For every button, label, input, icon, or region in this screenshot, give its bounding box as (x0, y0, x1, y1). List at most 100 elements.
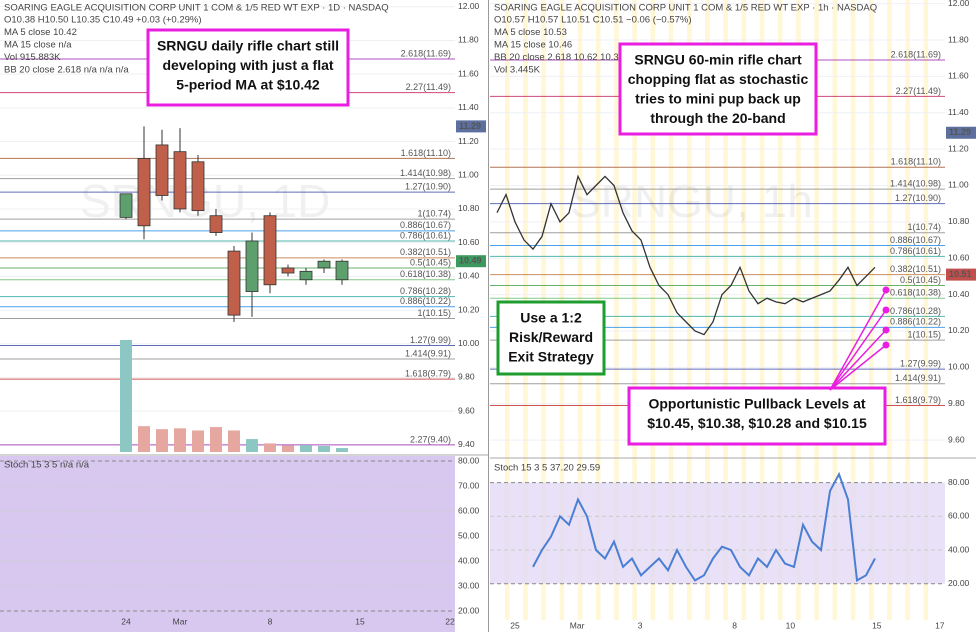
stoch-tick-label: 40.00 (948, 544, 970, 554)
session-shade (687, 0, 692, 620)
x-tick-label: Mar (570, 620, 585, 630)
session-shade (632, 0, 637, 620)
volume-bar (246, 439, 258, 452)
candle-body (209, 215, 223, 233)
fib-label: 1(10.15) (907, 329, 941, 339)
candle-body (173, 151, 187, 210)
legend-line: O10.57 H10.57 L10.51 C10.51 −0.06 (−0.57… (494, 15, 692, 26)
annotation-text: through the 20-band (650, 110, 785, 126)
session-shade (668, 0, 674, 620)
y-tick-label: 9.40 (458, 439, 475, 449)
volume-bar (192, 430, 204, 452)
y-tick-label: 9.60 (458, 405, 475, 415)
stoch-tick-label: 40.00 (458, 555, 480, 565)
fib-label: 0.786(10.61) (400, 230, 451, 240)
stoch-tick-label: 20.00 (948, 578, 970, 588)
fib-label: 0.618(10.38) (400, 269, 451, 279)
price-badge-label: 11.29 (459, 121, 481, 131)
fib-label: 0.886(10.22) (400, 296, 451, 306)
fib-label: 0.5(10.45) (900, 275, 941, 285)
annotation-box (627, 386, 887, 446)
y-tick-label: 12.00 (458, 1, 480, 11)
volume-bar (264, 443, 276, 452)
fib-label: 0.886(10.22) (890, 317, 941, 327)
y-tick-label: 11.20 (948, 143, 969, 153)
session-shade (814, 0, 819, 620)
price-badge (456, 255, 486, 268)
candle-body (191, 161, 205, 212)
fib-label: 1.618(11.10) (401, 148, 451, 158)
y-tick-label: 10.20 (948, 325, 970, 335)
candle-body (335, 260, 349, 281)
candle-body (245, 240, 259, 292)
arrow (829, 344, 887, 391)
fib-label: 0.786(10.28) (890, 306, 941, 316)
fib-label: 2.618(11.69) (401, 48, 451, 58)
fib-label: 1(10.74) (417, 208, 451, 218)
x-tick-label: 8 (268, 616, 273, 626)
fib-label: 1.414(9.91) (405, 348, 451, 358)
price-badge-label: 10.51 (949, 269, 972, 279)
volume-bar (174, 428, 186, 452)
candle-body (263, 215, 277, 286)
session-shade (723, 0, 728, 620)
arrow-head (882, 286, 890, 294)
session-shade (796, 0, 801, 620)
annotation-box (146, 28, 350, 107)
y-tick-label: 11.20 (458, 136, 479, 146)
price-badge (946, 268, 976, 281)
session-shade (614, 0, 619, 620)
chart-title: SOARING EAGLE ACQUISITION CORP UNIT 1 CO… (494, 3, 877, 14)
price-badge-label: 11.29 (949, 127, 971, 137)
fib-label: 0.886(10.67) (890, 235, 941, 245)
stoch-tick-label: 80.00 (948, 477, 970, 487)
fib-label: 1.618(9.79) (405, 369, 451, 379)
legend-line: BB 20 close 2.618 n/a n/a n/a (4, 65, 129, 76)
y-tick-label: 10.60 (948, 252, 970, 262)
fib-label: 1.27(10.90) (405, 181, 451, 191)
fib-label: 0.382(10.51) (890, 264, 941, 274)
fib-label: 2.27(9.40) (410, 434, 451, 444)
legend-line: Vol 3.445K (494, 65, 541, 76)
stoch-tick-label: 30.00 (458, 580, 480, 590)
arrow (829, 289, 887, 391)
fib-label: 1.414(10.98) (890, 179, 941, 189)
fib-label: 1(10.74) (907, 222, 941, 232)
y-tick-label: 11.40 (948, 107, 969, 117)
session-shade (905, 0, 910, 620)
fib-label: 1.414(9.91) (895, 373, 941, 383)
volume-bar (336, 448, 348, 452)
volume-bar (120, 340, 132, 452)
volume-bar (300, 445, 312, 452)
legend-line: MA 5 close 10.42 (4, 27, 77, 38)
arrow-head (882, 326, 890, 334)
annotation-box (618, 42, 818, 136)
session-shade (778, 0, 783, 620)
session-shade (650, 0, 656, 620)
arrow (829, 309, 887, 391)
y-tick-label: 11.00 (458, 170, 479, 180)
annotation-text: Opportunistic Pullback Levels at (648, 396, 865, 412)
legend-line: MA 15 close n/a (4, 40, 72, 51)
y-tick-label: 11.80 (948, 34, 969, 44)
annotation-text: 5-period MA at $10.42 (176, 77, 320, 93)
price-line (496, 174, 876, 336)
x-tick-label: 15 (872, 620, 882, 630)
y-tick-label: 10.00 (458, 338, 480, 348)
y-tick-label: 11.80 (458, 35, 479, 45)
candle-body (155, 144, 169, 196)
price-badge-label: 10.49 (459, 256, 482, 266)
fib-label: 1.414(10.98) (400, 168, 451, 178)
annotation-text: $10.45, $10.38, $10.28 and $10.15 (647, 415, 867, 431)
fib-label: 0.382(10.51) (400, 247, 451, 257)
fib-label: 1.618(11.10) (891, 157, 941, 167)
stoch-band (490, 482, 945, 584)
y-tick-label: 9.60 (948, 434, 965, 444)
fib-label: 2.27(11.49) (406, 82, 451, 92)
stoch-tick-label: 70.00 (458, 480, 480, 490)
annotation-text: Risk/Reward (509, 329, 593, 345)
stoch-tick-label: 60.00 (458, 505, 480, 515)
stoch-title: Stoch 15 3 5 37.20 29.59 (494, 463, 600, 474)
price-axis (945, 0, 976, 632)
